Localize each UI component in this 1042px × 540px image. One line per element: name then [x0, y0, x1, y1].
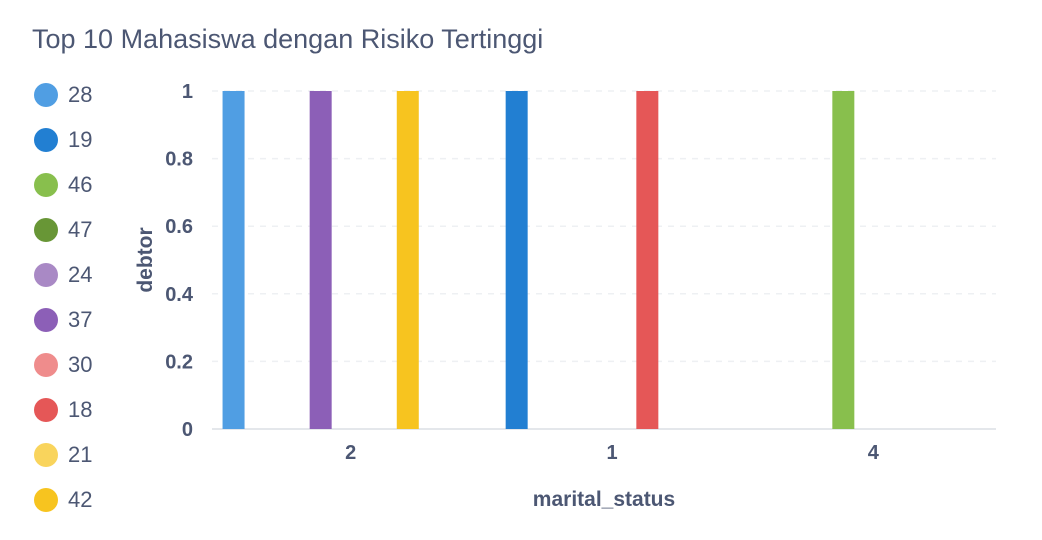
grid-lines — [212, 90, 996, 430]
legend-item[interactable]: 30 — [34, 342, 92, 387]
legend-label: 46 — [68, 171, 93, 197]
legend-item[interactable]: 42 — [34, 477, 92, 522]
legend-label: 47 — [68, 216, 93, 242]
bar[interactable] — [309, 91, 332, 429]
legend-label: 42 — [68, 486, 93, 512]
y-tick-label: 0.6 — [165, 216, 193, 238]
legend-item[interactable]: 46 — [34, 162, 92, 207]
legend-item[interactable]: 47 — [34, 207, 92, 252]
legend-item[interactable]: 21 — [34, 432, 92, 477]
legend-item[interactable]: 24 — [34, 252, 92, 297]
x-axis-title: marital_status — [533, 488, 675, 511]
legend-dot-icon — [34, 352, 58, 377]
legend-label: 24 — [68, 261, 93, 287]
legend-label: 21 — [68, 441, 93, 467]
x-tick-label: 2 — [345, 442, 356, 464]
legend-dot-icon — [34, 397, 58, 422]
legend-dot-icon — [34, 172, 58, 197]
y-axis-title: debtor — [134, 227, 157, 292]
legend-dot-icon — [34, 217, 58, 242]
legend-label: 37 — [68, 306, 93, 332]
chart-legend: 28 19 46 47 24 37 30 18 21 42 — [34, 72, 92, 522]
legend-item[interactable]: 19 — [34, 117, 92, 162]
legend-dot-icon — [34, 127, 58, 152]
y-tick-label: 0.2 — [165, 351, 193, 373]
y-axis-ticks: 0 0.2 0.4 0.6 0.8 1 — [165, 81, 194, 441]
bar[interactable] — [505, 91, 528, 429]
legend-label: 19 — [68, 126, 93, 152]
legend-label: 28 — [68, 81, 93, 107]
legend-dot-icon — [34, 82, 58, 107]
chart-title: Top 10 Mahasiswa dengan Risiko Tertinggi — [32, 24, 544, 54]
x-axis-ticks: 2 1 4 — [345, 442, 880, 464]
bar[interactable] — [636, 91, 659, 429]
legend-dot-icon — [34, 442, 58, 467]
legend-dot-icon — [34, 487, 58, 512]
bar[interactable] — [832, 91, 855, 429]
legend-label: 18 — [68, 396, 93, 422]
x-tick-label: 1 — [606, 442, 617, 464]
bars — [222, 91, 855, 429]
y-tick-label: 0.4 — [165, 284, 194, 306]
legend-item[interactable]: 28 — [34, 72, 92, 117]
legend-item[interactable]: 37 — [34, 297, 92, 342]
x-tick-label: 4 — [868, 442, 880, 464]
legend-label: 30 — [68, 351, 93, 377]
y-tick-label: 0 — [182, 419, 193, 441]
y-tick-label: 0.8 — [165, 149, 193, 171]
y-tick-label: 1 — [182, 81, 193, 103]
legend-dot-icon — [34, 307, 58, 332]
legend-item[interactable]: 18 — [34, 387, 92, 432]
bar[interactable] — [222, 91, 245, 429]
legend-dot-icon — [34, 262, 58, 287]
bar[interactable] — [396, 91, 419, 429]
